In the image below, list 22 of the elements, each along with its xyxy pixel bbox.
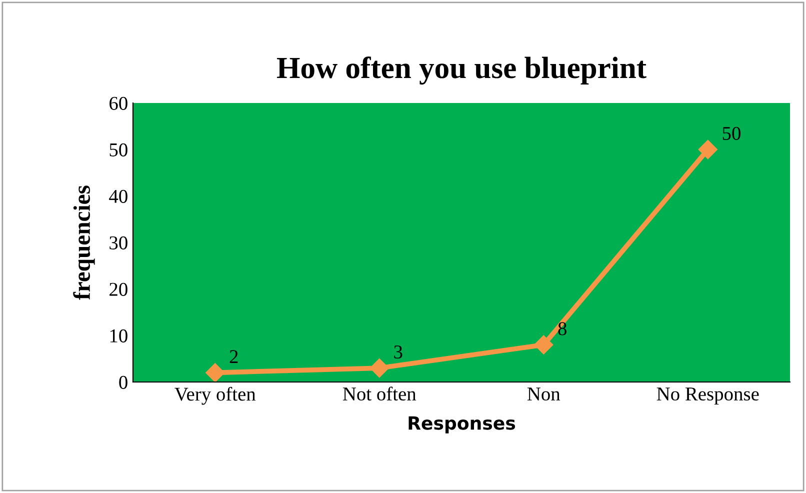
data-label: 8 [558,322,566,336]
point [534,335,554,354]
y-tick-label: 60 [110,96,128,110]
point [370,358,389,378]
data-label: 3 [394,345,402,359]
y-tick-label: 30 [110,236,128,250]
y-tick-label: 40 [109,190,128,203]
x-axis-title: Responses [408,416,516,434]
x-tick-label: Very often [174,386,256,405]
x-tick-label: No Response [656,388,759,404]
data-label: 2 [230,350,238,364]
point [206,363,225,382]
x-tick-label: Not often [342,386,416,401]
y-tick-label: 20 [110,282,128,296]
chart-title: How often you use blueprint [276,56,646,85]
y-tick-label: 10 [110,329,128,342]
point [698,140,718,160]
y-tick-label: 0 [119,376,128,389]
x-tick-label: Non [527,388,560,401]
y-axis-title: frequencies [73,186,95,300]
y-tick-label: 50 [110,143,128,156]
data-label: 50 [722,126,740,140]
